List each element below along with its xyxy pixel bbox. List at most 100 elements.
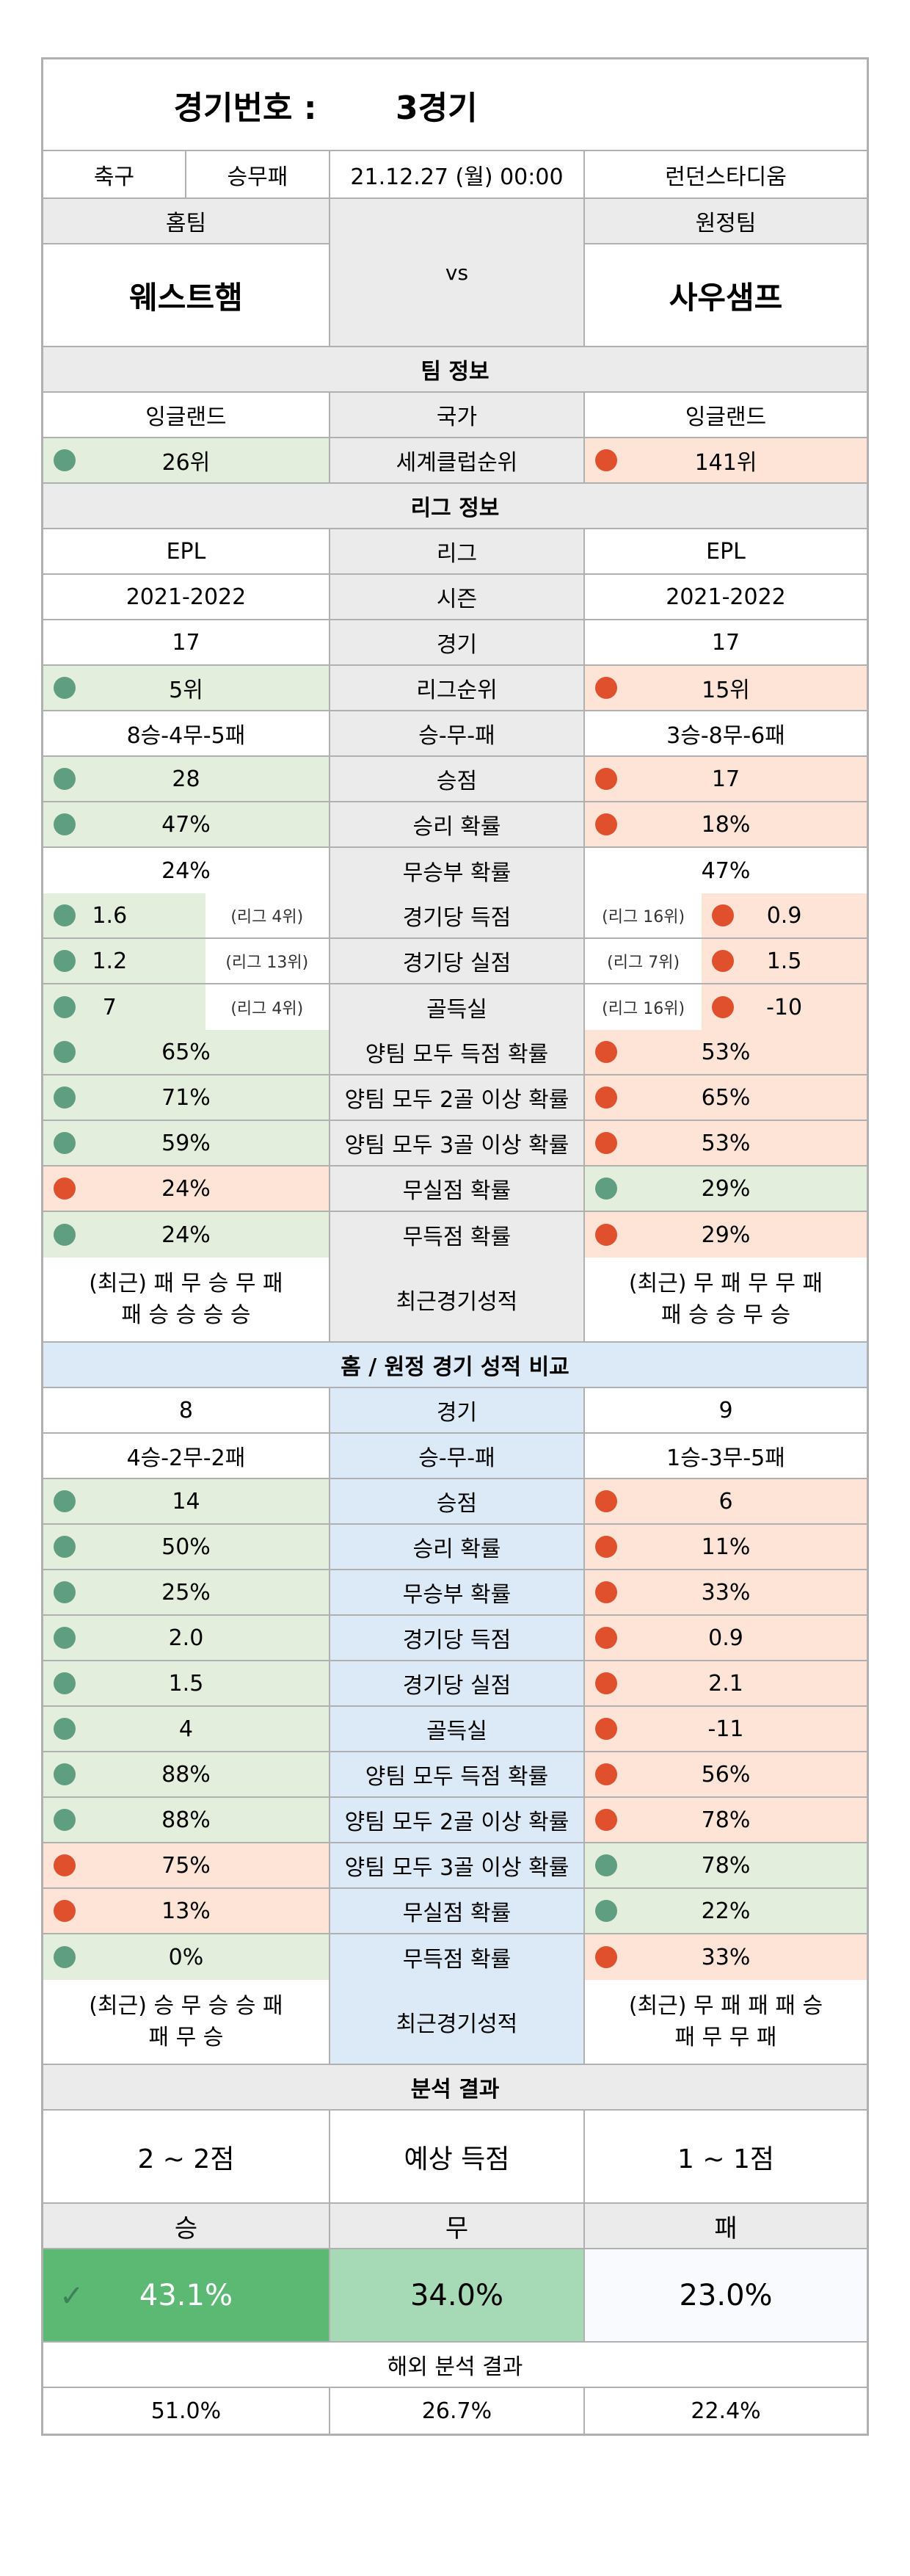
homeaway-stat-0-label: 경기 xyxy=(330,1388,586,1432)
homeaway-stat-12-away: 33% xyxy=(585,1934,867,1980)
league-prob-0-away-value: 53% xyxy=(701,1039,751,1065)
bad-dot-icon xyxy=(595,1581,618,1603)
homeaway-recent-row: (최근) 승 무 승 승 패 패 무 승 최근경기성적 (최근) 무 패 패 패… xyxy=(43,1980,867,2065)
league-stat-1-home: 2021-2022 xyxy=(43,575,330,619)
away-recent-line1: (최근) 무 패 무 무 패 xyxy=(628,1270,823,1296)
homeaway-stat-12-label-value: 무득점 확률 xyxy=(402,1947,512,1973)
away-ha-recent-line2: 패 무 무 패 xyxy=(674,2025,777,2050)
homeaway-stat-9-away-value: 78% xyxy=(701,1807,751,1833)
league-stat-7-row: 24% 무승부 확률 47% xyxy=(43,848,867,893)
league-prob-3-home: 24% xyxy=(43,1167,330,1211)
homeaway-stat-5-home-value: 2.0 xyxy=(168,1625,204,1651)
league-rank-home-2: 7 (리그 4위) xyxy=(43,984,330,1030)
homeaway-stat-3-row: 50% 승리 확률 11% xyxy=(43,1525,867,1570)
bad-dot-icon xyxy=(54,1900,76,1922)
away-team-label: 원정팀 xyxy=(585,199,867,244)
league-prob-4-away-value: 29% xyxy=(701,1222,751,1248)
league-prob-1-home: 71% xyxy=(43,1075,330,1120)
league-stat-4-row: 8승-4무-5패 승-무-패 3승-8무-6패 xyxy=(43,711,867,757)
homeaway-stat-6-away-value: 2.1 xyxy=(708,1670,743,1697)
league-prob-3-home-value: 24% xyxy=(161,1175,211,1202)
league-stat-4-label: 승-무-패 xyxy=(330,711,586,755)
homeaway-stat-4-label-value: 무승부 확률 xyxy=(402,1582,512,1608)
meta-row: 축구 승무패 21.12.27 (월) 00:00 런던스타디움 xyxy=(43,151,867,199)
vs-text: vs xyxy=(445,260,469,285)
bad-dot-icon xyxy=(595,1946,618,1968)
good-dot-icon xyxy=(54,813,76,835)
good-dot-icon xyxy=(54,996,76,1018)
homeaway-stat-1-away: 1승-3무-5패 xyxy=(585,1434,867,1478)
league-stat-2-away-value: 17 xyxy=(711,629,740,656)
homeaway-stat-4-home-value: 25% xyxy=(161,1579,211,1606)
homeaway-stat-0-home-value: 8 xyxy=(178,1397,193,1423)
club-rank-label: 세계클럽순위 xyxy=(330,438,586,482)
league-rank-label-2: 골득실 xyxy=(330,984,586,1030)
league-prob-3-row: 24% 무실점 확률 29% xyxy=(43,1167,867,1212)
homeaway-stat-9-label-value: 양팀 모두 2골 이상 확률 xyxy=(344,1810,569,1835)
league-stat-6-away-value: 18% xyxy=(701,811,751,838)
bad-dot-icon xyxy=(595,1132,618,1154)
league-stat-6-home-value: 47% xyxy=(161,811,211,838)
home-team-label: 홈팀 xyxy=(43,199,329,244)
good-dot-icon xyxy=(54,1224,76,1246)
loss-probability: 23.0% xyxy=(585,2249,867,2341)
league-stat-rows: EPL 리그 EPL 2021-2022 시즌 2021-2022 17 경기 17 5위 리그순위… xyxy=(43,529,867,893)
homeaway-stat-4-away: 33% xyxy=(585,1570,867,1614)
homeaway-stat-5-label: 경기당 득점 xyxy=(330,1616,586,1660)
league-prob-3-away-value: 29% xyxy=(701,1175,751,1202)
away-recent-line2: 패 승 승 무 승 xyxy=(660,1302,791,1328)
league-stat-2-label-value: 경기 xyxy=(436,632,478,658)
league-stat-6-home: 47% xyxy=(43,802,330,846)
league-stat-6-away: 18% xyxy=(585,802,867,846)
league-rank-label-1: 경기당 실점 xyxy=(330,939,586,983)
homeaway-stat-2-home: 14 xyxy=(43,1479,330,1523)
league-prob-4-label: 무득점 확률 xyxy=(330,1212,586,1258)
league-prob-1-label-value: 양팀 모두 2골 이상 확률 xyxy=(344,1087,569,1113)
homeaway-stat-10-home-value: 75% xyxy=(161,1852,211,1879)
league-stat-3-away-value: 15위 xyxy=(702,678,750,703)
bad-dot-icon xyxy=(595,1672,618,1694)
homeaway-stat-11-home-value: 13% xyxy=(161,1898,211,1924)
analysis-title: 분석 결과 xyxy=(43,2065,867,2109)
league-stat-3-home: 5위 xyxy=(43,666,330,710)
homeaway-stat-7-away: -11 xyxy=(585,1707,867,1751)
league-rank-label-0: 경기당 득점 xyxy=(330,893,586,937)
homeaway-stat-10-label: 양팀 모두 3골 이상 확률 xyxy=(330,1843,586,1887)
homeaway-stat-6-row: 1.5 경기당 실점 2.1 xyxy=(43,1661,867,1707)
bad-dot-icon xyxy=(595,449,618,471)
homeaway-stat-11-home: 13% xyxy=(43,1889,330,1933)
homeaway-stat-11-label-value: 무실점 확률 xyxy=(402,1901,512,1926)
homeaway-title: 홈 / 원정 경기 성적 비교 xyxy=(43,1343,867,1387)
league-info-title-row: 리그 정보 xyxy=(43,484,867,529)
home-team-name: 웨스트햄 xyxy=(129,279,243,316)
home-recent-line2: 패 승 승 승 승 xyxy=(121,1302,251,1328)
homeaway-stat-5-label-value: 경기당 득점 xyxy=(402,1628,512,1653)
league-stat-5-home-value: 28 xyxy=(172,766,200,792)
bad-dot-icon xyxy=(595,1224,618,1246)
homeaway-stat-0-home: 8 xyxy=(43,1388,330,1432)
homeaway-stat-11-label: 무실점 확률 xyxy=(330,1889,586,1933)
homeaway-stat-7-home-value: 4 xyxy=(178,1716,193,1742)
homeaway-stat-1-home: 4승-2무-2패 xyxy=(43,1434,330,1478)
league-prob-2-row: 59% 양팀 모두 3골 이상 확률 53% xyxy=(43,1121,867,1167)
league-prob-3-label-value: 무실점 확률 xyxy=(402,1178,512,1204)
overseas-win: 51.0% xyxy=(43,2388,330,2434)
league-stat-1-away-value: 2021-2022 xyxy=(666,584,786,610)
league-stat-3-label: 리그순위 xyxy=(330,666,586,710)
away-country: 잉글랜드 xyxy=(685,404,767,430)
homeaway-stat-6-home-value: 1.5 xyxy=(168,1670,204,1697)
league-stat-1-row: 2021-2022 시즌 2021-2022 xyxy=(43,575,867,620)
league-info-title: 리그 정보 xyxy=(43,484,867,528)
homeaway-stat-3-away-value: 11% xyxy=(701,1534,751,1560)
league-rank-home-value-2: 7 xyxy=(43,984,205,1030)
overseas-loss: 22.4% xyxy=(691,2398,761,2424)
good-dot-icon xyxy=(595,1854,618,1876)
league-prob-1-row: 71% 양팀 모두 2골 이상 확률 65% xyxy=(43,1075,867,1121)
league-stat-2-home-value: 17 xyxy=(172,629,200,656)
homeaway-stat-1-away-value: 1승-3무-5패 xyxy=(666,1445,785,1471)
homeaway-stat-8-home: 88% xyxy=(43,1752,330,1796)
bad-dot-icon xyxy=(54,1854,76,1876)
good-dot-icon xyxy=(595,1900,618,1922)
league-stat-5-row: 28 승점 17 xyxy=(43,757,867,802)
homeaway-stat-9-row: 88% 양팀 모두 2골 이상 확률 78% xyxy=(43,1798,867,1843)
